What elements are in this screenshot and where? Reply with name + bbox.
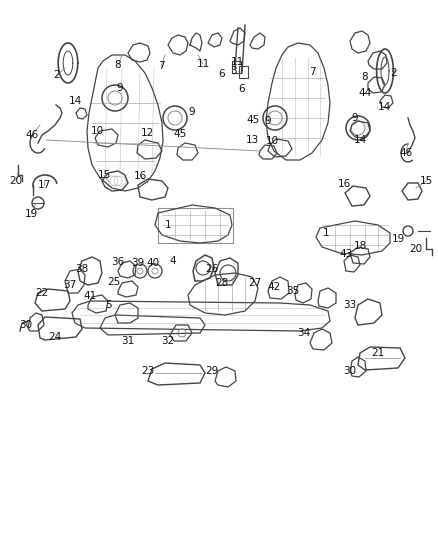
Text: 38: 38: [75, 264, 88, 274]
Text: 9: 9: [265, 116, 271, 126]
Text: 23: 23: [141, 366, 155, 376]
Text: 1: 1: [165, 220, 171, 230]
Text: 9: 9: [189, 107, 195, 117]
Text: 22: 22: [35, 288, 49, 298]
Text: 41: 41: [83, 291, 97, 301]
Text: 14: 14: [378, 102, 391, 112]
Text: 43: 43: [339, 249, 353, 259]
Text: 33: 33: [343, 300, 357, 310]
Bar: [158, 208, 233, 243]
Text: 35: 35: [286, 286, 300, 296]
Text: 32: 32: [161, 336, 175, 346]
Text: 30: 30: [343, 366, 357, 376]
Text: 3: 3: [230, 66, 237, 76]
Text: 20: 20: [410, 244, 423, 254]
Text: 15: 15: [97, 170, 111, 180]
Text: 10: 10: [90, 126, 103, 136]
Text: 13: 13: [245, 135, 258, 145]
Text: 9: 9: [117, 83, 124, 93]
Text: 6: 6: [239, 84, 245, 94]
Text: 45: 45: [173, 129, 187, 139]
Text: 36: 36: [111, 257, 125, 267]
Text: 24: 24: [48, 332, 62, 342]
Text: 2: 2: [54, 70, 60, 80]
Text: 25: 25: [107, 277, 120, 287]
Text: 8: 8: [115, 60, 121, 70]
Text: 40: 40: [146, 258, 159, 268]
Text: 31: 31: [121, 336, 134, 346]
Text: 27: 27: [248, 278, 261, 288]
Text: 34: 34: [297, 328, 311, 338]
Text: 10: 10: [265, 136, 279, 146]
Text: 16: 16: [134, 171, 147, 181]
Text: 6: 6: [219, 69, 225, 79]
Text: 21: 21: [371, 348, 385, 358]
Text: 7: 7: [309, 67, 315, 77]
Text: 20: 20: [10, 176, 23, 186]
Text: 17: 17: [37, 180, 51, 190]
Text: 18: 18: [353, 241, 367, 251]
Bar: [232, 61, 241, 73]
Text: 5: 5: [105, 300, 111, 310]
Bar: [239, 66, 248, 78]
Text: 2: 2: [391, 68, 397, 78]
Text: 28: 28: [215, 278, 229, 288]
Text: 19: 19: [392, 234, 405, 244]
Text: 11: 11: [230, 57, 244, 67]
Text: 14: 14: [68, 96, 81, 106]
Text: 29: 29: [205, 366, 219, 376]
Text: 14: 14: [353, 135, 367, 145]
Text: 26: 26: [205, 264, 219, 274]
Text: 19: 19: [25, 209, 38, 219]
Text: 7: 7: [158, 61, 164, 71]
Text: 8: 8: [362, 72, 368, 82]
Text: 16: 16: [337, 179, 351, 189]
Text: 39: 39: [131, 258, 145, 268]
Text: 30: 30: [19, 320, 32, 330]
Text: 9: 9: [352, 113, 358, 123]
Text: 46: 46: [399, 148, 413, 158]
Text: 11: 11: [196, 59, 210, 69]
Text: 12: 12: [140, 128, 154, 138]
Text: 4: 4: [170, 256, 177, 266]
Text: 42: 42: [267, 282, 281, 292]
Text: 46: 46: [25, 130, 39, 140]
Text: 37: 37: [64, 280, 77, 290]
Text: 44: 44: [358, 88, 371, 98]
Text: 45: 45: [246, 115, 260, 125]
Text: 1: 1: [323, 228, 329, 238]
Text: 15: 15: [419, 176, 433, 186]
